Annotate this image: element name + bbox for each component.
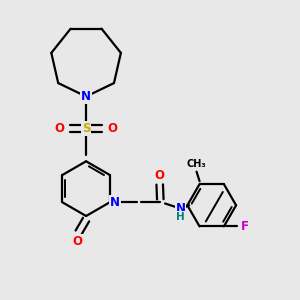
- Text: CH₃: CH₃: [187, 159, 206, 169]
- Text: O: O: [108, 122, 118, 135]
- Text: O: O: [54, 122, 64, 135]
- Text: H: H: [176, 212, 185, 222]
- Text: N: N: [176, 202, 185, 215]
- Text: N: N: [110, 196, 120, 209]
- Text: O: O: [72, 235, 82, 248]
- Text: O: O: [155, 169, 165, 182]
- Text: F: F: [241, 220, 249, 233]
- Text: S: S: [82, 122, 90, 135]
- Text: N: N: [81, 90, 91, 103]
